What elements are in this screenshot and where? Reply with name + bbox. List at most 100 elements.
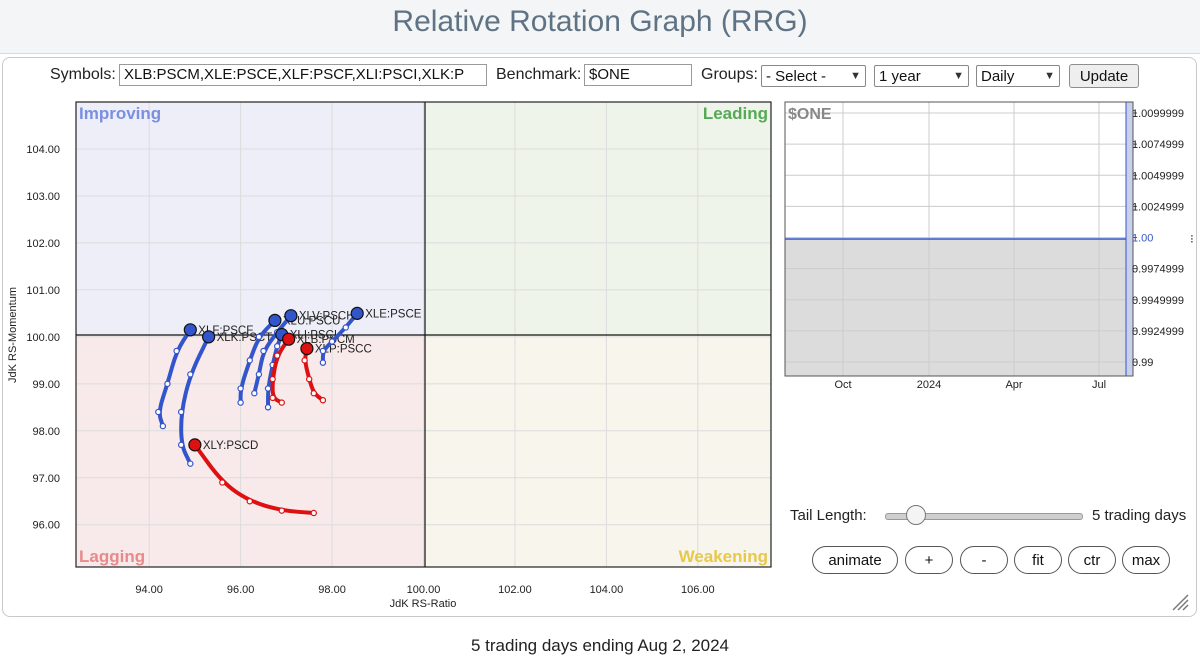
benchmark-y-tick-label: 1.0099999 [1132,108,1184,120]
series-tail-point [219,479,226,486]
benchmark-y-tick-label: 1.0074999 [1132,139,1184,151]
series-tail-point [310,390,317,397]
benchmark-y-tick-label: 1.0024999 [1132,201,1184,213]
benchmark-x-tick-label: Oct [834,379,851,391]
series-label: XLB:PSCM [297,334,355,346]
fit-button[interactable]: fit [1014,546,1062,574]
benchmark-y-tick-label: 0.9924999 [1132,326,1184,338]
series-tail[interactable]: XLE:PSCE [319,306,422,366]
x-tick-label: 98.00 [318,584,346,596]
series-tail-point [237,399,244,406]
tail-length-slider-track[interactable] [885,513,1083,520]
period-select[interactable]: 1 year ▼ [874,65,969,87]
title-bar: Relative Rotation Graph (RRG) [0,0,1200,54]
center-button[interactable]: ctr [1068,546,1116,574]
series-tail[interactable]: XLB:PSCM [269,332,355,406]
series-tail-point [177,408,185,416]
series-head-point[interactable] [350,306,364,320]
series-head-point[interactable] [282,332,296,346]
series-tail-point [187,371,194,378]
series-tail-point [237,385,244,392]
benchmark-x-tick-label: Apr [1005,379,1022,391]
series-tail-point [319,397,327,404]
zoom-in-button[interactable]: + [905,546,953,574]
benchmark-area-fill [785,239,1128,376]
update-button[interactable]: Update [1069,64,1139,88]
benchmark-x-tick-label: Jul [1092,379,1106,391]
series-tail-point [155,408,162,416]
benchmark-y-tick-label: 0.9949999 [1132,295,1184,307]
series-tail[interactable]: XLF:PSCF [155,323,254,430]
symbols-input[interactable]: XLB:PSCM,XLE:PSCE,XLF:PSCF,XLI:PSCI,XLK:… [119,64,487,86]
series-tail-point [319,359,327,366]
series-tail[interactable]: XLU:PSCU [237,313,341,406]
max-button[interactable]: max [1122,546,1170,574]
y-tick-label: 104.00 [26,144,60,156]
resize-handle-icon[interactable] [1170,592,1190,612]
series-head-point[interactable] [300,341,314,356]
groups-label: Groups: [701,66,758,83]
series-tail-point [305,375,313,383]
zoom-out-button[interactable]: - [960,546,1008,574]
series-tail-point [251,390,258,397]
series-tail-point [269,375,276,383]
period-select-value: 1 year [879,67,921,85]
benchmark-input[interactable]: $ONE [584,64,692,86]
series-tail-point [269,394,276,402]
benchmark-more-handle[interactable]: ⁝ [1190,232,1194,246]
frequency-select[interactable]: Daily ▼ [976,65,1060,87]
x-tick-label: 106.00 [681,584,715,596]
tail-length-label: Tail Length: [790,507,867,524]
symbols-label: Symbols: [50,66,116,83]
quadrant-label-lagging: Lagging [79,547,145,566]
benchmark-y-tick-label: 0.99 [1132,357,1153,369]
series-head-point[interactable] [201,330,216,344]
series-tail-point [255,333,263,341]
series-tail-line [157,327,193,429]
series-tail-point [246,357,253,364]
weakening-quadrant [425,335,771,567]
series-tail-point [342,324,349,331]
improving-quadrant [76,102,425,335]
leading-quadrant [425,102,771,335]
series-tail-point [319,347,327,355]
series-tail-point [246,498,253,505]
rrg-frame [75,101,772,568]
series-label: XLI:PSCI [290,330,337,342]
x-axis-title: JdK RS-Ratio [390,598,457,610]
series-tail-point [260,347,267,355]
y-tick-label: 97.00 [32,473,60,485]
footer-caption: 5 trading days ending Aug 2, 2024 [470,636,730,655]
series-label: XLU:PSCU [283,315,341,327]
groups-select[interactable]: - Select - ▼ [761,65,866,87]
tail-length-slider-thumb[interactable] [906,505,926,525]
page-title: Relative Rotation Graph (RRG) [392,5,808,38]
quadrant-label-improving: Improving [79,104,161,123]
series-head-point[interactable] [268,313,282,328]
benchmark-x-tick-label: 2024 [917,379,941,391]
x-tick-label: 94.00 [135,584,163,596]
tail-length-value: 5 trading days [1092,507,1187,524]
series-tail[interactable]: XLY:PSCD [188,438,317,517]
series-tail-point [278,507,285,514]
benchmark-y-tick-label: 1.0049999 [1132,170,1184,182]
series-head-point[interactable] [284,309,298,323]
series-tail-point [255,371,263,378]
series-tail-point [177,441,185,449]
series-label: XLE:PSCE [365,308,422,320]
animate-button[interactable]: animate [812,546,898,574]
frequency-select-value: Daily [981,67,1015,85]
x-tick-label: 100.00 [407,584,441,596]
series-tail-point [159,422,167,430]
y-tick-label: 101.00 [26,285,60,297]
series-tail-point [264,404,272,411]
series-tail-point [264,385,272,392]
benchmark-y-tick-label: 1.00 [1132,233,1153,245]
series-tail-point [164,380,171,388]
series-head-point[interactable] [188,438,202,452]
x-tick-label: 104.00 [590,584,624,596]
series-head-point[interactable] [183,323,197,337]
chevron-down-icon: ▼ [1044,70,1055,82]
series-tail-point [310,509,317,517]
